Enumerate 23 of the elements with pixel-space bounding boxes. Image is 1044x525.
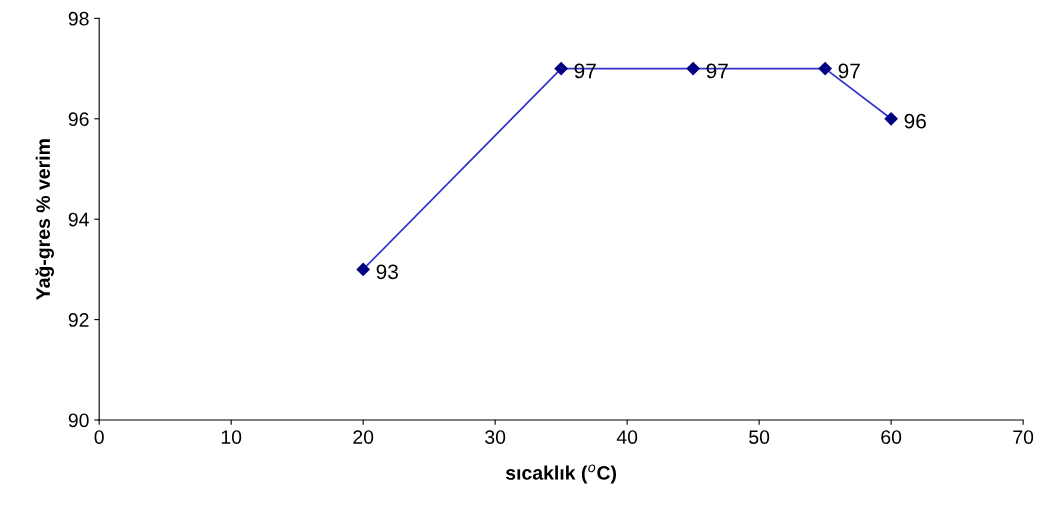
point: [554, 61, 568, 76]
data-label: 96: [904, 113, 926, 129]
x-axis-title: sıcaklık ($^{o}$C): [505, 464, 616, 484]
x-tick-label: 70: [1013, 430, 1034, 444]
data-label: 97: [838, 63, 860, 79]
x-tick-label: 40: [616, 430, 638, 444]
x-tick-label: 60: [881, 430, 902, 444]
x-tick-label: 20: [353, 430, 374, 444]
y-axis-title: Yağ-gres % verim: [35, 139, 54, 300]
y-tick-label: 96: [68, 112, 89, 127]
x-tick-label: 10: [221, 430, 242, 444]
point: [686, 61, 700, 76]
x-tick-label: 30: [485, 430, 506, 444]
y-tick-label: 90: [68, 413, 89, 428]
point: [884, 112, 898, 126]
y-tick-label: 94: [68, 212, 89, 227]
y-tick-label: 92: [68, 313, 89, 327]
point: [356, 262, 370, 276]
y-tick-label: 98: [68, 11, 89, 26]
data-label: 93: [376, 264, 398, 280]
x-tick-label: 50: [749, 430, 770, 444]
x-tick-label: 0: [94, 430, 104, 444]
point: [818, 61, 832, 76]
